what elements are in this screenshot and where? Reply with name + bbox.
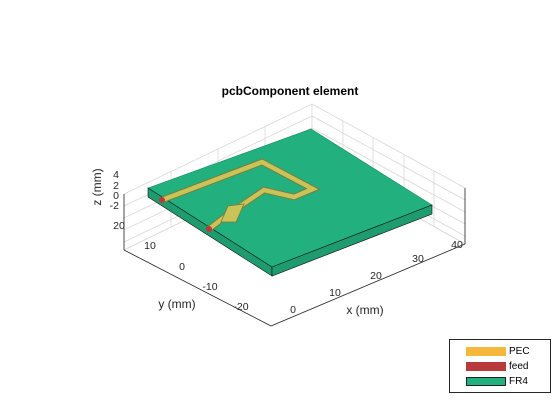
legend: PEC feed FR4 — [449, 339, 551, 393]
z-axis-label: z (mm) — [90, 168, 104, 205]
x-tick-label: 0 — [290, 304, 296, 316]
pec-trace-wide-segment — [220, 203, 245, 223]
z-tick-label: -2 — [110, 200, 119, 212]
legend-item-fr4: FR4 — [466, 374, 528, 388]
legend-swatch — [466, 346, 506, 356]
feed-point-2 — [206, 226, 212, 232]
legend-swatch — [466, 376, 506, 386]
legend-swatch — [466, 361, 506, 371]
y-ticks: 20 10 0 -10 -20 — [113, 220, 249, 313]
x-tick-label: 20 — [370, 270, 382, 282]
chart-title: pcbComponent element — [222, 84, 359, 98]
z-tick-label: 2 — [113, 180, 119, 192]
x-ticks: 0 10 20 30 40 — [290, 239, 463, 316]
legend-label: FR4 — [509, 375, 528, 387]
x-tick-label: 10 — [329, 287, 341, 299]
x-tick-label: 40 — [451, 239, 463, 251]
substrate-front-right — [271, 204, 433, 277]
legend-label: feed — [509, 360, 529, 372]
z-tick-label: 4 — [113, 169, 119, 181]
feed-point-1 — [159, 197, 165, 203]
z-ticks: 4 2 0 -2 — [110, 169, 120, 212]
pec-trace — [160, 158, 321, 232]
y-axis-label: y (mm) — [158, 297, 195, 311]
y-tick-label: 20 — [113, 220, 125, 232]
feed-points — [159, 197, 212, 232]
axis-lines — [123, 188, 466, 327]
z-tick-label: 0 — [113, 190, 119, 202]
y-tick-label: -20 — [233, 301, 248, 313]
legend-item-pec: PEC — [466, 344, 530, 358]
legend-item-feed: feed — [466, 359, 528, 373]
legend-label: PEC — [509, 345, 530, 357]
y-tick-label: 10 — [144, 240, 156, 252]
x-axis-label: x (mm) — [346, 303, 383, 317]
y-tick-label: -10 — [202, 281, 217, 293]
x-tick-label: 30 — [412, 253, 424, 265]
y-tick-label: 0 — [179, 261, 185, 273]
